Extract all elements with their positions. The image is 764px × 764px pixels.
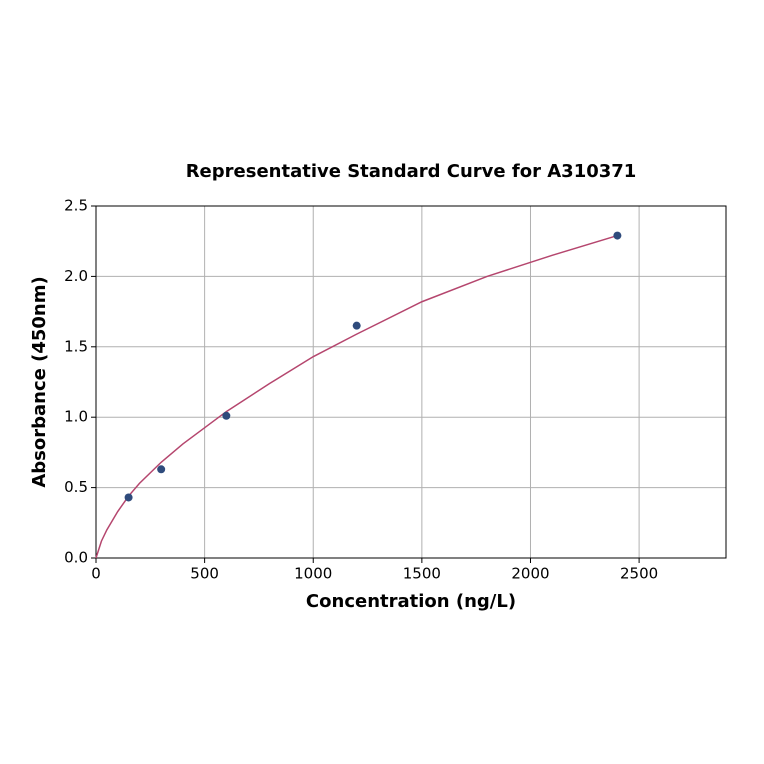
y-tick-label: 1.5: [64, 337, 88, 355]
y-tick-label: 0.5: [64, 478, 88, 496]
data-point: [157, 465, 166, 474]
y-tick-label: 1.0: [64, 408, 88, 426]
data-point: [222, 411, 231, 420]
x-tick-label: 2000: [511, 565, 549, 583]
x-axis-label: Concentration (ng/L): [306, 591, 516, 612]
chart-title: Representative Standard Curve for A31037…: [186, 161, 637, 182]
data-point: [613, 231, 622, 240]
y-tick-label: 2.5: [64, 197, 88, 215]
x-tick-label: 1500: [403, 565, 441, 583]
x-tick-label: 1000: [294, 565, 332, 583]
x-tick-label: 2500: [620, 565, 658, 583]
plot-frame: [95, 205, 727, 559]
y-tick-label: 0.0: [64, 549, 88, 567]
x-tick-label: 500: [190, 565, 219, 583]
fit-curve: [95, 234, 618, 559]
y-tick-label: 2.0: [64, 267, 88, 285]
data-point: [352, 321, 361, 330]
data-point: [124, 493, 133, 502]
x-tick-label: 0: [91, 565, 101, 583]
y-axis-label: Absorbance (450nm): [29, 276, 50, 487]
